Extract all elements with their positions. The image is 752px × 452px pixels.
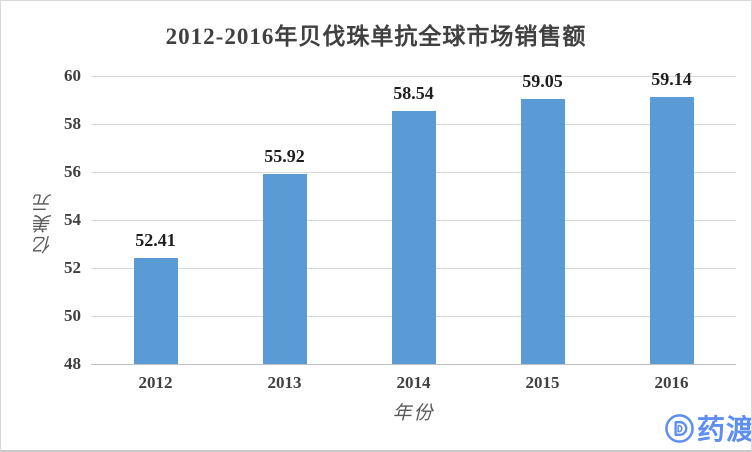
y-tick-label-56: 56 [64, 162, 81, 181]
pharmacodia-d-logo-icon [665, 413, 694, 443]
y-tick-label-60: 60 [64, 66, 81, 85]
data-label-2013: 55.92 [264, 145, 305, 166]
x-tick-label-2013: 2013 [267, 373, 302, 392]
bar-2014 [391, 111, 436, 364]
y-tick-label-54: 54 [64, 210, 81, 229]
plot-area: 52.41 55.92 58.54 59.05 59.14 [91, 69, 736, 365]
chart-title: 2012-2016年贝伐珠单抗全球市场销售额 [165, 24, 587, 49]
data-label-2015: 59.05 [522, 70, 563, 91]
data-label-2014: 58.54 [393, 83, 434, 104]
x-tick-label-2014: 2014 [396, 373, 431, 392]
watermark-brand-text: 药渡 [696, 414, 752, 445]
bar-2013 [262, 173, 307, 364]
bar-2012 [133, 258, 178, 364]
watermark: 药渡 [664, 408, 752, 448]
bar-2016 [649, 96, 694, 364]
x-axis-title: 年份 [392, 403, 435, 424]
gridline-48 [91, 364, 736, 365]
x-tick-label-2015: 2015 [525, 373, 560, 392]
data-label-2016: 59.14 [651, 68, 692, 89]
y-tick-label-52: 52 [64, 258, 81, 277]
y-tick-label-50: 50 [64, 306, 81, 325]
data-label-2012: 52.41 [135, 230, 176, 251]
y-tick-label-48: 48 [64, 354, 81, 373]
y-tick-label-58: 58 [64, 114, 81, 133]
x-tick-label-2016: 2016 [654, 373, 689, 392]
bar-2015 [520, 98, 565, 364]
x-tick-label-2012: 2012 [138, 373, 173, 392]
gridline-60 [91, 76, 736, 77]
